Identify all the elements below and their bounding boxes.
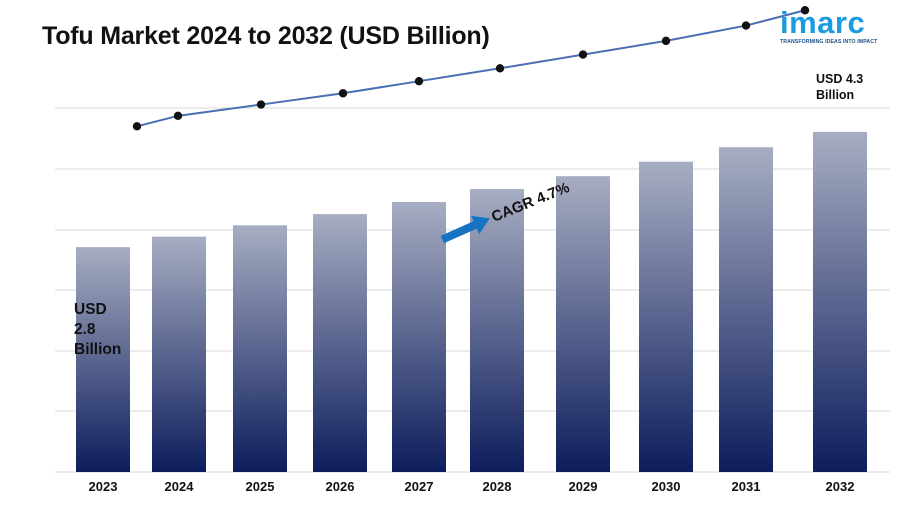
- logo-tagline: TRANSFORMING IDEAS INTO IMPACT: [780, 39, 878, 45]
- bar-2024: [152, 236, 206, 472]
- trend-line: [136, 9, 806, 128]
- bar-2023: [76, 247, 130, 472]
- x-tick-label: 2031: [732, 479, 761, 494]
- bars: [76, 131, 867, 473]
- bar-2030: [639, 161, 693, 472]
- x-tick-label: 2026: [326, 479, 355, 494]
- x-tick-label: 2024: [165, 479, 195, 494]
- trend-marker-2031: [741, 21, 751, 30]
- chart-title: Tofu Market 2024 to 2032 (USD Billion): [42, 22, 490, 50]
- bar-2026: [313, 214, 367, 472]
- cagr-arrow: [440, 215, 490, 244]
- trend-marker-2025: [256, 100, 266, 109]
- bar-2025: [233, 225, 287, 472]
- start-value-label: USD 2.8 Billion: [74, 301, 122, 358]
- bar-2028: [470, 189, 524, 472]
- trend-marker-2027: [414, 76, 424, 86]
- x-tick-label: 2028: [483, 479, 512, 494]
- cagr-arrow-shape: [440, 215, 490, 244]
- bar-2032: [813, 131, 867, 473]
- x-tick-label: 2023: [89, 479, 118, 494]
- trend-marker-2028: [495, 64, 505, 73]
- x-tick-label: 2029: [569, 479, 598, 494]
- trend-marker-2023: [132, 122, 142, 131]
- trend-marker-2026: [338, 89, 348, 98]
- trend-marker-2032: [800, 6, 810, 15]
- x-tick-label: 2030: [652, 479, 681, 494]
- trend-marker-2030: [661, 36, 671, 46]
- x-tick-label: 2032: [826, 479, 855, 494]
- x-tick-labels: 2023 2024 2025 2026 2027 2028 2029 2030 2031 2032: [89, 479, 855, 494]
- bar-2027: [392, 201, 446, 473]
- trend-marker-2024: [173, 111, 183, 121]
- trend-marker-2029: [578, 50, 588, 59]
- x-tick-label: 2025: [246, 479, 275, 494]
- bar-2029: [556, 176, 610, 472]
- end-value-label: USD 4.3 Billion: [816, 72, 864, 102]
- x-tick-label: 2027: [405, 479, 434, 494]
- trend-line-layer: [132, 6, 810, 131]
- bar-2031: [719, 147, 773, 472]
